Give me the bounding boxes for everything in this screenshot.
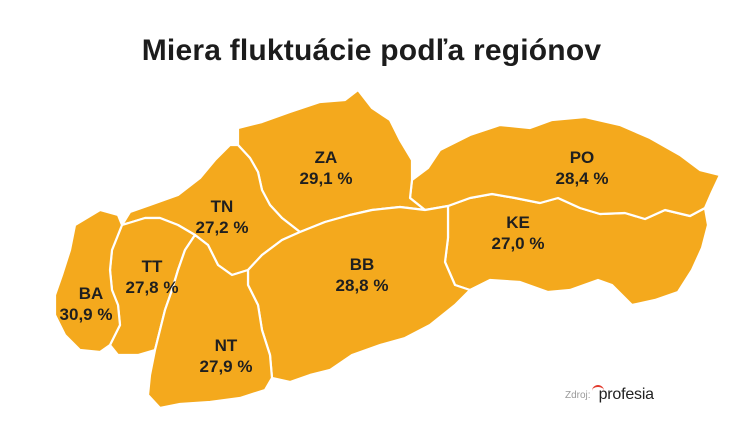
region-ba: [53, 208, 124, 354]
region-code-tt: TT: [142, 257, 163, 276]
label-tt: TT 27,8 %: [126, 257, 179, 297]
logo-text: profesia: [598, 386, 655, 403]
region-value-ke: 27,0 %: [492, 234, 545, 253]
label-tn: TN 27,2 %: [196, 197, 249, 237]
label-ke: KE 27,0 %: [492, 213, 545, 253]
label-ba: BA 30,9 %: [60, 284, 113, 324]
region-code-nt: NT: [215, 336, 238, 355]
region-value-bb: 28,8 %: [336, 276, 389, 295]
logo-arc-icon: [591, 385, 604, 393]
region-code-za: ZA: [315, 148, 338, 167]
label-po: PO 28,4 %: [556, 148, 609, 188]
region-code-po: PO: [570, 148, 595, 167]
region-value-za: 29,1 %: [300, 169, 353, 188]
region-nt: [146, 233, 274, 410]
profesia-logo: profesia: [591, 385, 655, 404]
region-code-bb: BB: [350, 255, 375, 274]
region-code-ke: KE: [506, 213, 530, 232]
source-attribution: Zdroj: profesia: [565, 383, 654, 407]
region-code-ba: BA: [79, 284, 104, 303]
region-value-tt: 27,8 %: [126, 278, 179, 297]
region-value-ba: 30,9 %: [60, 305, 113, 324]
region-po: [408, 115, 722, 221]
map-title: Miera fluktuácie podľa regiónov: [141, 34, 602, 67]
label-nt: NT 27,9 %: [200, 336, 253, 376]
source-label: Zdroj:: [565, 389, 591, 401]
label-bb: BB 28,8 %: [336, 255, 389, 295]
region-value-tn: 27,2 %: [196, 218, 249, 237]
region-value-po: 28,4 %: [556, 169, 609, 188]
region-value-nt: 27,9 %: [200, 357, 253, 376]
region-code-tn: TN: [211, 197, 234, 216]
label-za: ZA 29,1 %: [300, 148, 353, 188]
